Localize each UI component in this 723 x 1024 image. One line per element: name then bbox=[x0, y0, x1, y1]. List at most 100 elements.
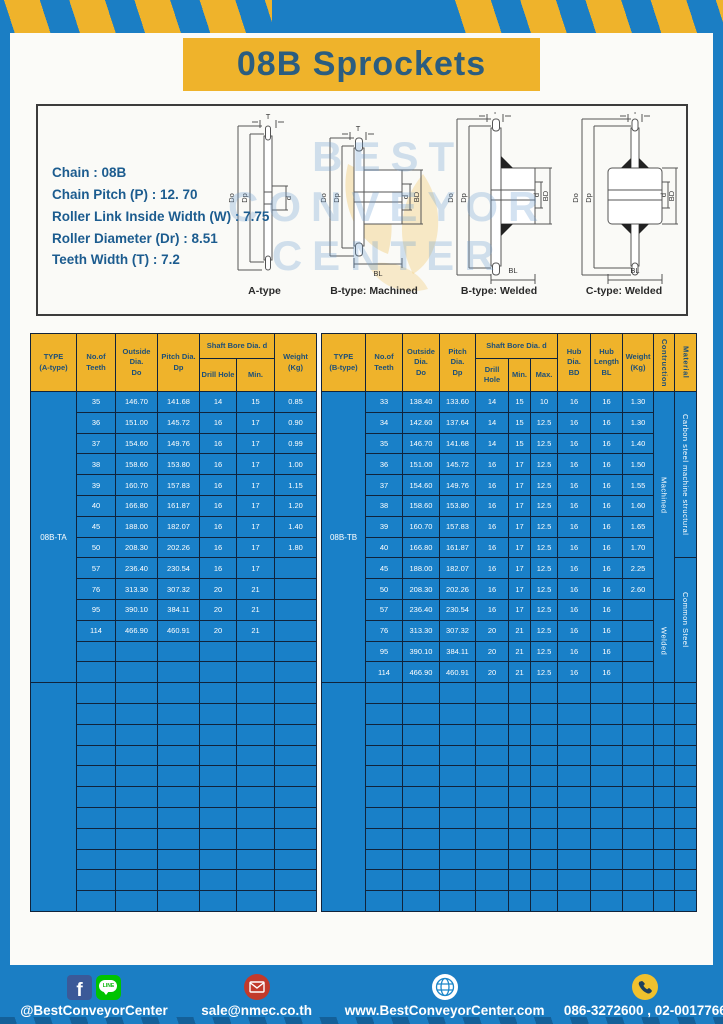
table-cell bbox=[508, 890, 531, 912]
table-cell: 145.72 bbox=[439, 453, 476, 476]
social-handle[interactable]: @BestConveyorCenter bbox=[20, 1003, 168, 1018]
spec-line-roller-dia: Roller Diameter (Dr) : 8.51 bbox=[52, 230, 218, 246]
dim-label-bl: BL bbox=[630, 266, 639, 275]
dim-label-do: Do bbox=[319, 193, 328, 203]
mail-icon[interactable] bbox=[243, 974, 270, 1000]
table-cell: 0.90 bbox=[274, 411, 317, 434]
table-cell bbox=[475, 827, 509, 850]
website-link[interactable]: www.BestConveyorCenter.com bbox=[344, 1003, 545, 1018]
footer-social-section: f LINE @BestConveyorCenter bbox=[0, 965, 188, 1024]
table-cell bbox=[529, 827, 559, 850]
table-cell bbox=[157, 786, 200, 808]
table-cell bbox=[508, 827, 531, 850]
table-cell bbox=[157, 702, 200, 725]
table-cell bbox=[76, 702, 116, 725]
table-cell: 17 bbox=[508, 494, 531, 517]
email-link[interactable]: sale@nmec.co.th bbox=[201, 1003, 312, 1018]
table-cell: 16 bbox=[590, 453, 624, 476]
hazard-stripes-left bbox=[0, 0, 272, 33]
phone-numbers[interactable]: 086-3272600 , 02-0017766 bbox=[563, 1003, 723, 1018]
table-cell bbox=[653, 682, 676, 704]
table-cell bbox=[475, 806, 509, 829]
table-header-cell: No.of Teeth bbox=[365, 333, 403, 392]
table-cell bbox=[115, 661, 158, 684]
table-cell: 1.65 bbox=[622, 515, 655, 538]
table-cell bbox=[274, 640, 317, 663]
table-cell bbox=[274, 806, 317, 829]
table-cell: 16 bbox=[475, 578, 509, 600]
table-header-cell: TYPE (A-type) bbox=[30, 333, 77, 392]
table-cell bbox=[590, 765, 624, 788]
table-cell bbox=[157, 744, 200, 767]
table-cell bbox=[590, 890, 624, 912]
table-header-cell: Max. bbox=[529, 358, 559, 392]
table-cell: 12.5 bbox=[529, 598, 559, 621]
table-cell: 17 bbox=[508, 536, 531, 559]
phone-icon[interactable] bbox=[632, 974, 659, 1000]
table-cell bbox=[529, 786, 559, 808]
table-cell bbox=[274, 619, 317, 642]
table-cell bbox=[76, 786, 116, 808]
table-cell bbox=[115, 890, 158, 912]
facebook-icon[interactable]: f bbox=[66, 974, 92, 1000]
table-cell: 114 bbox=[365, 661, 403, 684]
table-cell: 16 bbox=[475, 494, 509, 517]
table-cell: 16 bbox=[199, 453, 237, 476]
table-cell bbox=[274, 827, 317, 850]
table-cell: 1.80 bbox=[274, 536, 317, 559]
dim-label-dp: Dp bbox=[332, 193, 341, 203]
table-cell bbox=[590, 682, 624, 704]
drawing-b-type-welded: T Do Dp d BD BL B-type: Welded bbox=[441, 112, 557, 297]
table-cell bbox=[622, 619, 655, 642]
table-cell bbox=[674, 682, 698, 704]
dim-label-dp: Dp bbox=[240, 193, 249, 203]
table-cell bbox=[199, 765, 237, 788]
table-cell: 37 bbox=[76, 432, 116, 455]
table-cell bbox=[199, 682, 237, 704]
table-cell bbox=[76, 640, 116, 663]
table-cell bbox=[508, 806, 531, 829]
table-cell: 236.40 bbox=[402, 598, 440, 621]
table-cell: 182.07 bbox=[157, 515, 200, 538]
table-cell bbox=[475, 786, 509, 808]
footer-phone-section: 086-3272600 , 02-0017766 bbox=[564, 965, 723, 1024]
table-cell: 17 bbox=[236, 557, 275, 580]
table-cell: 166.80 bbox=[402, 536, 440, 559]
table-cell bbox=[475, 869, 509, 892]
table-cell: 384.11 bbox=[157, 598, 200, 621]
table-cell: 16 bbox=[590, 474, 624, 496]
sprocket-table-b-container: TYPE (B-type) No.of Teeth Outside Dia. Do P… bbox=[321, 333, 698, 912]
table-cell bbox=[365, 682, 403, 704]
table-cell bbox=[557, 786, 592, 808]
table-cell: 390.10 bbox=[115, 598, 158, 621]
table-cell: 95 bbox=[76, 598, 116, 621]
table-cell bbox=[236, 765, 275, 788]
table-cell bbox=[508, 723, 531, 746]
table-cell bbox=[529, 682, 559, 704]
table-cell bbox=[115, 869, 158, 892]
table-cell bbox=[274, 786, 317, 808]
table-cell: 1.30 bbox=[622, 391, 655, 413]
table-cell bbox=[365, 869, 403, 892]
table-cell bbox=[236, 723, 275, 746]
table-cell bbox=[199, 869, 237, 892]
table-cell: 12.5 bbox=[529, 432, 559, 455]
content-area: 08B Sprockets Chain : 08B Chain Pitch (P… bbox=[10, 33, 713, 965]
table-cell: 16 bbox=[199, 515, 237, 538]
table-cell: 1.70 bbox=[622, 536, 655, 559]
table-cell: 21 bbox=[236, 598, 275, 621]
table-cell bbox=[76, 869, 116, 892]
table-cell: 2.60 bbox=[622, 578, 655, 600]
table-cell bbox=[115, 702, 158, 725]
table-cell: 16 bbox=[199, 494, 237, 517]
line-icon[interactable]: LINE bbox=[95, 974, 121, 1000]
table-cell: 12.5 bbox=[529, 557, 559, 580]
b-type-machined-diagram: T Do Dp d BD BL bbox=[319, 124, 423, 278]
globe-icon[interactable] bbox=[431, 974, 458, 1000]
table-cell: 12.5 bbox=[529, 536, 559, 559]
table-cell bbox=[674, 827, 698, 850]
table-cell bbox=[236, 702, 275, 725]
table-cell: 0.85 bbox=[274, 391, 317, 413]
table-header-cell: Hub Dia. BD bbox=[557, 333, 592, 392]
table-cell bbox=[622, 661, 655, 684]
